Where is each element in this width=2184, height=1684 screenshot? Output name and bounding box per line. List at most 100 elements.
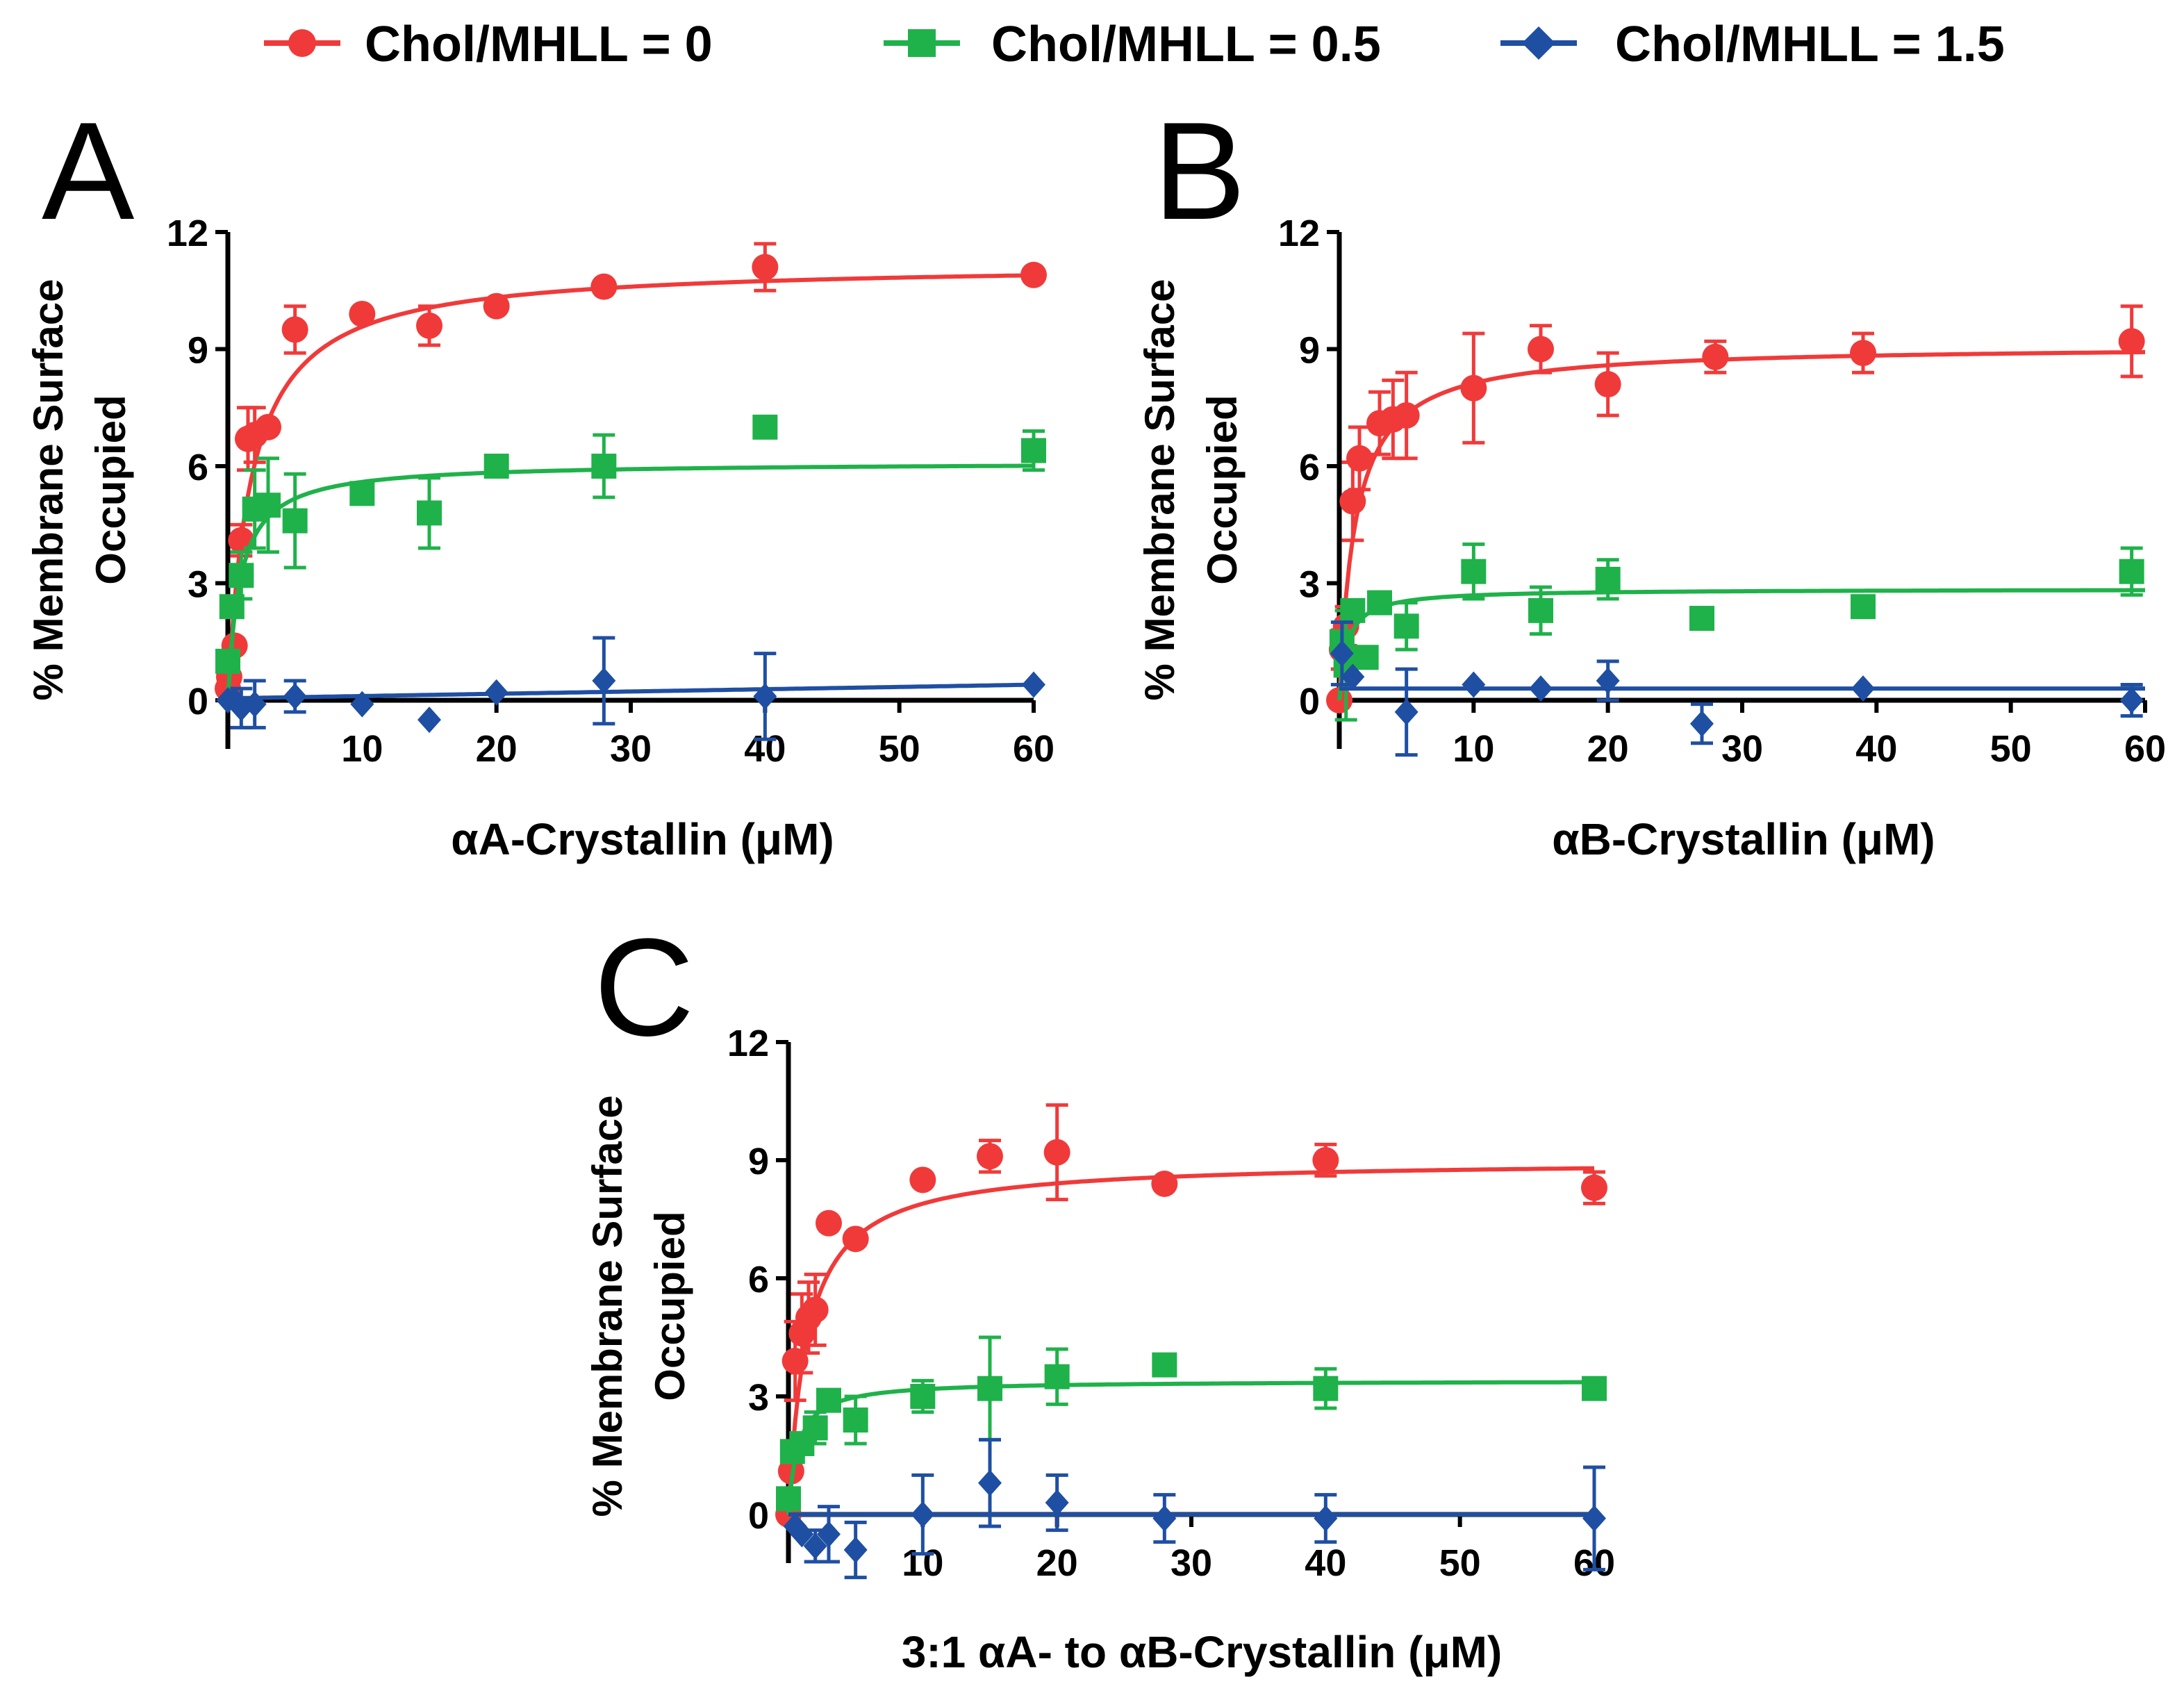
y-tick-label: 0	[1299, 681, 1320, 723]
x-axis-label: αB-Crystallin (μM)	[1552, 814, 1935, 864]
data-point	[1528, 597, 1553, 623]
panel-letter-a: A	[42, 94, 135, 249]
data-point	[1582, 1376, 1607, 1401]
y-tick-label: 0	[188, 681, 208, 723]
series-chol-1-5	[1330, 620, 2145, 757]
data-point	[350, 691, 374, 718]
panel-c: C % Membrane Surface Occupied 3:1 αA- to…	[584, 910, 1615, 1677]
data-point	[417, 500, 442, 526]
y-tick-label: 12	[727, 1023, 769, 1064]
data-point	[1044, 1364, 1070, 1389]
x-tick-label: 20	[476, 728, 518, 770]
y-tick-label: 6	[188, 447, 208, 488]
data-point	[1594, 371, 1621, 398]
x-tick-label: 30	[1721, 728, 1763, 770]
data-point	[1312, 1147, 1339, 1173]
data-point	[802, 1296, 829, 1323]
legend-item-chol-1-5: Chol/MHLL = 1.5	[1500, 17, 2005, 72]
x-tick-label: 60	[1013, 728, 1054, 770]
y-tick-label: 3	[748, 1377, 769, 1419]
data-point	[843, 1408, 868, 1433]
x-tick-label: 40	[1855, 728, 1897, 770]
data-point	[909, 1166, 936, 1194]
data-point	[1314, 1505, 1338, 1532]
data-point	[817, 1521, 841, 1548]
data-point	[1460, 374, 1487, 402]
series-chol-0	[775, 1103, 1607, 1528]
data-point	[1367, 590, 1392, 616]
data-point	[843, 1537, 868, 1563]
data-point	[1330, 640, 1354, 667]
data-point	[816, 1210, 842, 1237]
data-point	[229, 563, 254, 588]
data-point	[1394, 698, 1418, 725]
data-point	[282, 508, 308, 534]
x-tick-label: 20	[1036, 1542, 1078, 1584]
data-point	[978, 1469, 1002, 1496]
legend-label: Chol/MHLL = 0	[365, 17, 713, 72]
data-point	[977, 1376, 1002, 1401]
data-point	[1529, 675, 1553, 702]
x-tick-label: 20	[1587, 728, 1629, 770]
data-point	[483, 292, 510, 320]
panel-a: A % Membrane Surface Occupied αA-Crystal…	[25, 94, 1054, 864]
x-axis-label: αA-Crystallin (μM)	[451, 814, 834, 864]
data-point	[255, 413, 281, 440]
series-chol-0	[215, 242, 1047, 702]
legend-circle-marker	[288, 29, 316, 57]
data-point	[591, 454, 617, 479]
data-point	[1581, 1174, 1607, 1201]
data-point	[1393, 402, 1420, 429]
x-tick-label: 10	[341, 728, 383, 770]
panel-letter-b: B	[1153, 94, 1246, 249]
y-axis-label: % Membrane Surface	[25, 279, 72, 701]
data-point	[283, 683, 307, 710]
legend-item-chol-0: Chol/MHLL = 0	[264, 17, 713, 72]
data-point	[842, 1225, 869, 1253]
y-axis-label: % Membrane Surface	[584, 1096, 631, 1517]
data-point	[911, 1501, 935, 1528]
data-point	[1690, 710, 1714, 737]
x-tick-label: 50	[1990, 728, 2032, 770]
legend-label: Chol/MHLL = 0.5	[991, 17, 1381, 72]
data-point	[349, 300, 376, 327]
data-point	[1850, 340, 1876, 367]
fit-curve	[227, 682, 1034, 701]
x-tick-label: 30	[610, 728, 652, 770]
y-tick-label: 6	[1299, 447, 1320, 488]
fit-curve	[226, 273, 1034, 701]
fit-curve	[1337, 349, 2145, 701]
series-chol-0	[1326, 304, 2145, 713]
x-tick-label: 30	[1170, 1542, 1212, 1584]
data-point	[2118, 328, 2145, 355]
data-point	[1393, 613, 1419, 639]
data-point	[776, 1486, 801, 1512]
series-chol-0-5	[1329, 542, 2145, 722]
data-point	[1528, 336, 1554, 363]
y-tick-label: 3	[188, 564, 208, 606]
legend-diamond-marker	[1522, 26, 1555, 60]
data-point	[1462, 671, 1486, 698]
data-point	[1851, 675, 1875, 702]
data-point	[1339, 488, 1366, 515]
fit-curve	[786, 1166, 1595, 1515]
data-point	[1353, 645, 1379, 670]
data-point	[417, 707, 441, 734]
data-point	[816, 1387, 841, 1413]
fit-curve	[786, 1380, 1594, 1515]
panel-letter-c: C	[594, 910, 694, 1065]
data-point	[1702, 343, 1729, 370]
y-axis-label: % Membrane Surface	[1136, 279, 1183, 701]
data-point	[215, 648, 240, 674]
series-chol-0-5	[215, 414, 1046, 701]
series-chol-0-5	[776, 1335, 1607, 1515]
legend-item-chol-0-5: Chol/MHLL = 0.5	[884, 17, 1381, 72]
y-tick-label: 9	[188, 330, 208, 372]
data-point	[1346, 445, 1373, 472]
data-point	[1582, 1505, 1606, 1532]
legend: Chol/MHLL = 0 Chol/MHLL = 0.5 Chol/MHLL …	[264, 17, 2005, 72]
x-tick-label: 60	[2124, 728, 2166, 770]
data-point	[590, 273, 618, 300]
x-tick-label: 50	[1439, 1542, 1481, 1584]
y-tick-label: 9	[1299, 330, 1320, 372]
